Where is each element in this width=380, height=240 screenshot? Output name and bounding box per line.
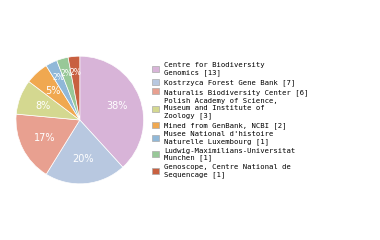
Text: 2%: 2% (70, 68, 81, 77)
Wedge shape (68, 56, 80, 120)
Legend: Centre for Biodiversity
Genomics [13], Kostrzyca Forest Gene Bank [7], Naturalis: Centre for Biodiversity Genomics [13], K… (152, 62, 309, 178)
Text: 2%: 2% (52, 73, 64, 82)
Text: 17%: 17% (33, 133, 55, 143)
Wedge shape (57, 57, 80, 120)
Wedge shape (46, 120, 123, 184)
Text: 38%: 38% (106, 101, 127, 111)
Wedge shape (46, 60, 80, 120)
Wedge shape (16, 82, 80, 120)
Wedge shape (80, 56, 144, 167)
Wedge shape (29, 66, 80, 120)
Text: 8%: 8% (35, 101, 51, 111)
Text: 2%: 2% (61, 69, 73, 78)
Text: 5%: 5% (46, 86, 61, 96)
Text: 20%: 20% (73, 154, 94, 164)
Wedge shape (16, 114, 80, 174)
